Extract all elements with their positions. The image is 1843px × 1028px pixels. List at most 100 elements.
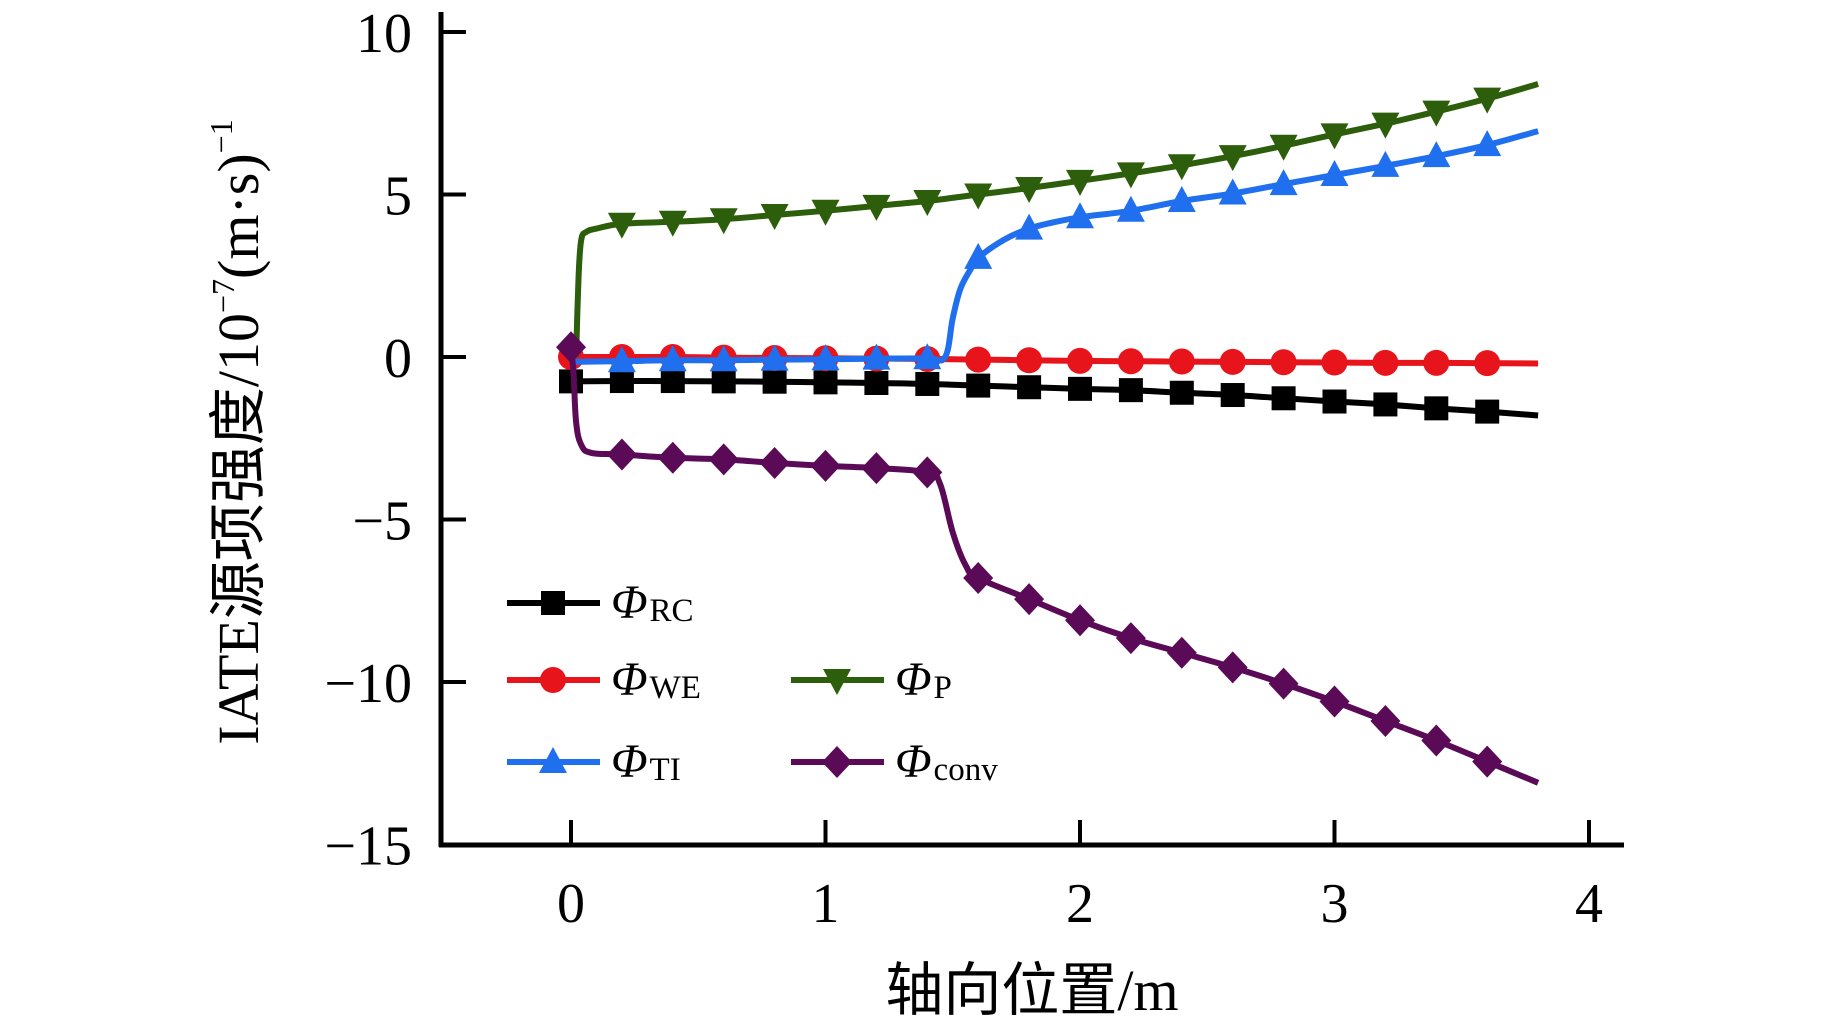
legend-marker bbox=[823, 669, 851, 695]
data-point-ti bbox=[862, 343, 891, 370]
legend-label: ΦP bbox=[895, 653, 952, 706]
data-point-ti bbox=[811, 344, 840, 371]
data-point-conv bbox=[556, 331, 586, 364]
data-point-we bbox=[1219, 348, 1246, 375]
data-point-conv bbox=[1217, 651, 1248, 684]
data-point-ti bbox=[1371, 150, 1400, 177]
data-point-we bbox=[1117, 348, 1144, 375]
legend-label: ΦRC bbox=[611, 576, 694, 629]
data-point-ti bbox=[1167, 186, 1196, 212]
series-ti bbox=[570, 128, 1539, 373]
data-point-rc bbox=[660, 369, 685, 394]
series-conv bbox=[556, 331, 1540, 786]
data-point-ti bbox=[913, 343, 942, 370]
data-point-p bbox=[1269, 134, 1298, 161]
data-point-rc bbox=[1118, 378, 1143, 403]
legend-marker bbox=[539, 747, 567, 773]
data-point-conv bbox=[1421, 724, 1452, 757]
data-point-p bbox=[607, 212, 636, 239]
data-point-we bbox=[1474, 350, 1501, 377]
legend-subscript: P bbox=[934, 670, 952, 706]
legend-subscript: conv bbox=[934, 752, 999, 788]
y-tick-label: −5 bbox=[352, 491, 412, 553]
ticks-layer: 0 1 2 3 4 10 5 0 −5 −10 −15 bbox=[324, 3, 1603, 935]
data-point-conv bbox=[1319, 685, 1350, 718]
data-point-p bbox=[913, 190, 942, 216]
data-point-we bbox=[1321, 349, 1348, 376]
data-point-ti bbox=[964, 242, 993, 269]
legend-subscript: TI bbox=[650, 752, 681, 788]
series-rc bbox=[559, 369, 1539, 424]
data-point-p bbox=[862, 194, 891, 221]
data-point-rc bbox=[1068, 376, 1092, 401]
data-point-p bbox=[1218, 145, 1247, 172]
y-tick-label: −15 bbox=[324, 816, 412, 878]
y-tick-label: 10 bbox=[356, 3, 412, 65]
data-point-conv bbox=[861, 452, 892, 485]
series-p bbox=[573, 81, 1539, 358]
series-layer bbox=[556, 81, 1540, 786]
data-point-conv bbox=[1370, 705, 1401, 737]
legend-marker bbox=[541, 591, 565, 615]
data-point-p bbox=[709, 208, 738, 235]
data-point-rc bbox=[711, 369, 736, 394]
legend-item-conv: Φconv bbox=[791, 735, 998, 788]
x-tick-label: 4 bbox=[1575, 873, 1603, 935]
legend-symbol: Φ bbox=[611, 653, 648, 706]
data-point-rc bbox=[864, 371, 889, 395]
data-point-p bbox=[1473, 87, 1502, 114]
data-point-ti bbox=[607, 346, 636, 373]
data-point-we bbox=[1270, 349, 1297, 376]
data-point-we bbox=[1168, 348, 1195, 375]
data-point-we bbox=[965, 346, 992, 373]
data-point-ti bbox=[1218, 178, 1247, 205]
legend-symbol: Φ bbox=[611, 735, 648, 788]
data-point-p bbox=[1116, 162, 1145, 189]
data-point-we bbox=[1067, 347, 1093, 374]
data-point-ti bbox=[1473, 130, 1502, 157]
data-point-conv bbox=[606, 438, 637, 471]
data-point-rc bbox=[813, 370, 838, 395]
legend-label: Φconv bbox=[895, 735, 998, 788]
legend-symbol: Φ bbox=[895, 653, 932, 706]
data-point-rc bbox=[1322, 389, 1347, 414]
data-point-rc bbox=[609, 369, 634, 394]
y-tick-label: 5 bbox=[384, 166, 412, 228]
x-tick-label: 0 bbox=[557, 873, 585, 935]
legend-label: ΦWE bbox=[611, 653, 701, 706]
data-point-conv bbox=[912, 456, 943, 489]
y-axis-title-unit: (m·s) bbox=[206, 153, 271, 279]
data-point-we bbox=[1423, 349, 1450, 376]
y-axis-title-exp2: −1 bbox=[203, 119, 239, 153]
x-tick-label: 2 bbox=[1066, 873, 1094, 935]
data-point-rc bbox=[1373, 392, 1398, 417]
legend-subscript: WE bbox=[650, 670, 701, 706]
data-point-p bbox=[1422, 100, 1451, 127]
x-tick-label: 1 bbox=[812, 873, 840, 935]
data-point-conv bbox=[759, 446, 790, 479]
legend-symbol: Φ bbox=[895, 735, 932, 788]
data-point-rc bbox=[1017, 375, 1042, 400]
data-point-ti bbox=[1422, 141, 1451, 168]
y-axis-title-main: IATE源项强度/10 bbox=[206, 313, 271, 745]
data-point-p bbox=[760, 203, 789, 230]
data-point-rc bbox=[1475, 399, 1500, 424]
data-point-conv bbox=[1065, 604, 1095, 637]
data-point-ti bbox=[709, 345, 738, 372]
data-point-rc bbox=[915, 371, 940, 396]
data-point-p bbox=[658, 210, 687, 237]
data-point-conv bbox=[1472, 745, 1503, 778]
data-point-ti bbox=[1269, 169, 1298, 196]
data-point-ti bbox=[760, 344, 789, 371]
legend-item-rc: ΦRC bbox=[507, 576, 694, 629]
data-point-ti bbox=[1015, 213, 1044, 240]
data-point-ti bbox=[1066, 202, 1094, 229]
data-point-ti bbox=[658, 345, 687, 372]
legend-label: ΦTI bbox=[611, 735, 681, 788]
data-point-rc bbox=[1424, 396, 1449, 421]
data-point-p bbox=[1320, 123, 1349, 150]
data-point-conv bbox=[963, 562, 994, 594]
data-point-conv bbox=[1166, 636, 1197, 669]
